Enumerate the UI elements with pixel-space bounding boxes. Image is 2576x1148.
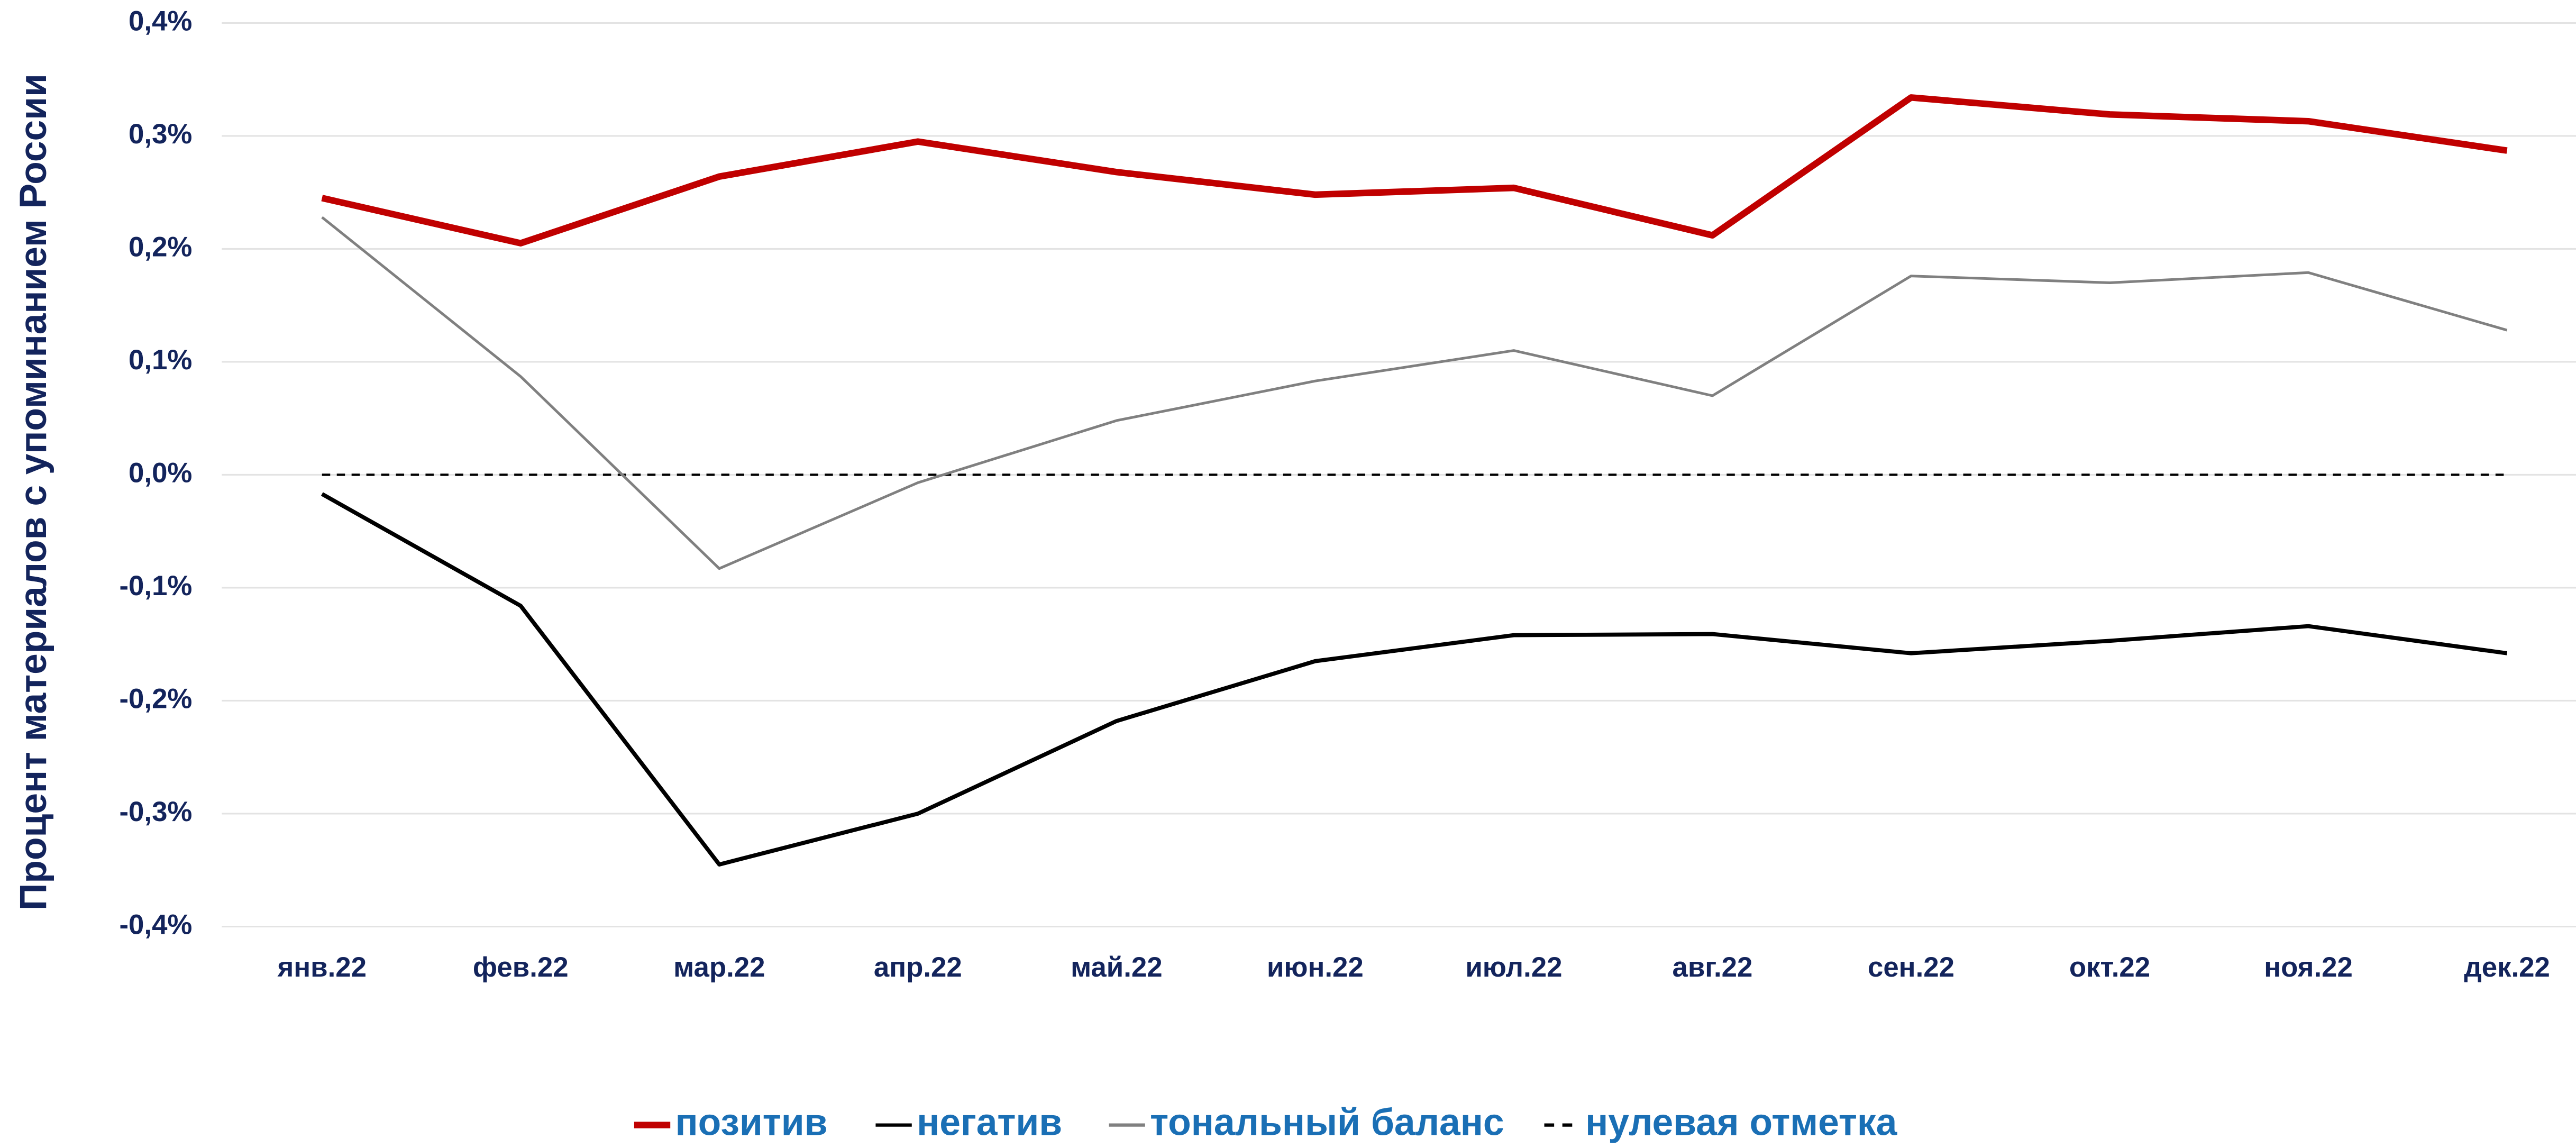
- x-tick-label: апр.22: [874, 952, 962, 983]
- y-axis-title: Процент материалов с упоминанием России: [12, 74, 54, 910]
- legend-label: негатив: [917, 1101, 1062, 1143]
- x-tick-label: фев.22: [473, 952, 569, 983]
- x-tick-label: ноя.22: [2264, 952, 2353, 983]
- y-tick-label: 0,1%: [129, 344, 192, 376]
- series-line: [321, 492, 2508, 867]
- legend-label: тональный баланс: [1150, 1101, 1504, 1143]
- legend-label: позитив: [675, 1101, 828, 1143]
- legend-label: нулевая отметка: [1585, 1101, 1898, 1143]
- x-tick-label: май.22: [1071, 952, 1163, 983]
- series-line: [321, 216, 2508, 570]
- y-tick-label: -0,3%: [119, 796, 192, 827]
- x-tick-label: июн.22: [1267, 952, 1364, 983]
- x-tick-label: дек.22: [2464, 952, 2550, 983]
- y-tick-label: -0,1%: [119, 570, 192, 602]
- x-tick-label: окт.22: [2069, 952, 2150, 983]
- y-tick-label: -0,2%: [119, 683, 192, 714]
- x-tick-label: сен.22: [1868, 952, 1954, 983]
- y-tick-label: -0,4%: [119, 909, 192, 940]
- x-tick-label: июл.22: [1465, 952, 1562, 983]
- x-tick-label: мар.22: [673, 952, 765, 983]
- y-tick-label: 0,2%: [129, 231, 192, 262]
- x-tick-label: янв.22: [277, 952, 367, 983]
- y-tick-label: 0,0%: [129, 457, 192, 488]
- y-tick-label: 0,3%: [129, 119, 192, 150]
- x-tick-label: авг.22: [1672, 952, 1752, 983]
- series-line: [321, 94, 2508, 247]
- y-tick-label: 0,4%: [129, 5, 192, 37]
